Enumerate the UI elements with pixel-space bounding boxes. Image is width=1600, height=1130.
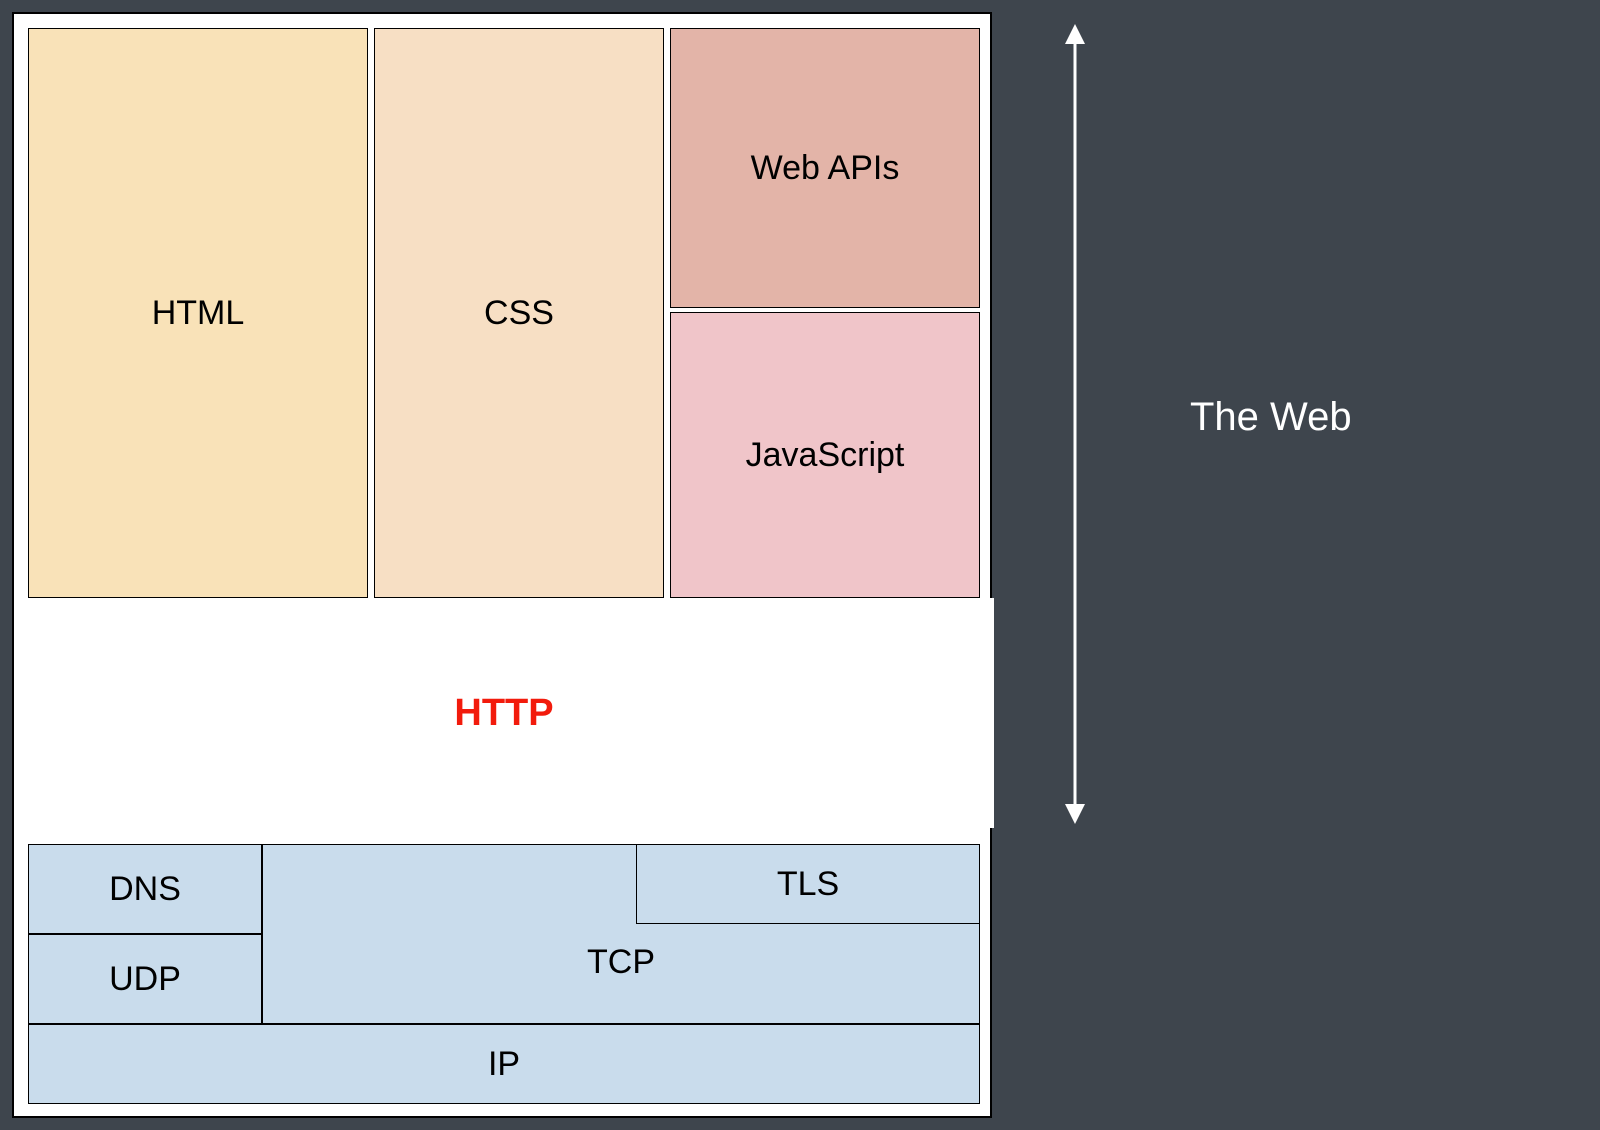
block-javascript-label: JavaScript [746,436,905,475]
block-dns: DNS [28,844,262,934]
web-stack-diagram: TCP DNS UDP TLS HTML CSS Web APIs JavaSc… [12,12,992,1118]
span-arrow [1055,24,1095,824]
block-javascript: JavaScript [670,312,980,598]
side-label-text: The Web [1190,395,1352,439]
block-ip-label: IP [488,1045,520,1084]
block-dns-label: DNS [109,870,181,909]
block-tls: TLS [636,844,980,924]
block-webapis: Web APIs [670,28,980,308]
block-tcp-label: TCP [587,943,655,982]
block-css: CSS [374,28,664,598]
block-http: HTTP [14,598,994,828]
double-arrow-icon [1055,24,1095,824]
block-ip: IP [28,1024,980,1104]
block-webapis-label: Web APIs [751,149,900,188]
block-http-label: HTTP [454,692,553,735]
block-css-label: CSS [484,294,554,333]
block-udp-label: UDP [109,960,181,999]
block-tls-label: TLS [777,865,839,904]
side-label: The Web [1190,395,1352,440]
block-udp: UDP [28,934,262,1024]
block-html-label: HTML [152,294,245,333]
block-html: HTML [28,28,368,598]
